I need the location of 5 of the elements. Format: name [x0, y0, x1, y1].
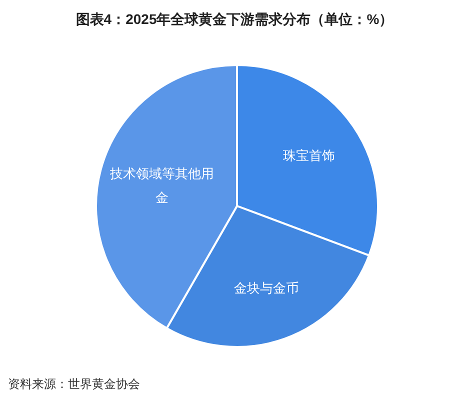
slice-label: 珠宝首饰: [282, 148, 335, 164]
chart-title: 图表4：2025年全球黄金下游需求分布（单位：%）: [76, 11, 394, 27]
slice-label: 技术领域等其他用金: [109, 166, 214, 206]
slice-label: 金块与金币: [234, 280, 300, 296]
text: 资料来源：世界黄金协会: [8, 377, 140, 391]
